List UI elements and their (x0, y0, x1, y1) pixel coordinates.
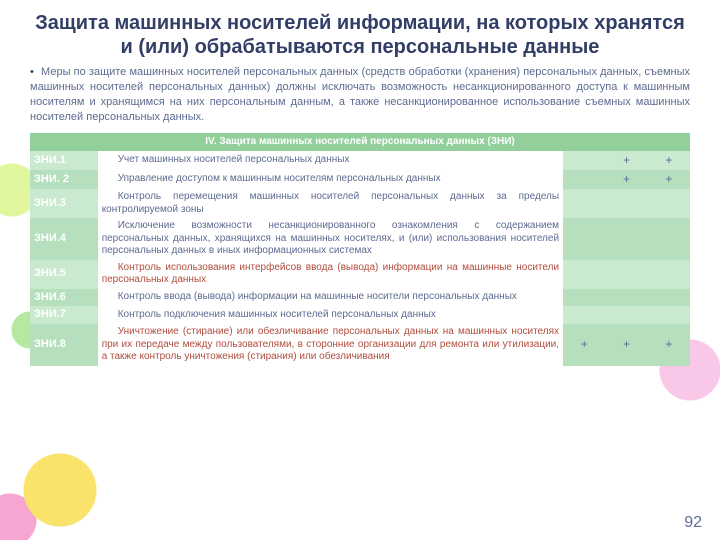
row-code: ЗНИ.1 (30, 151, 98, 170)
row-code: ЗНИ. 2 (30, 170, 98, 189)
row-code: ЗНИ.3 (30, 189, 98, 218)
row-mark (605, 260, 647, 289)
row-mark (605, 218, 647, 260)
row-mark (648, 218, 690, 260)
row-code: ЗНИ.6 (30, 289, 98, 307)
row-mark: + (605, 324, 647, 366)
row-mark: + (563, 324, 605, 366)
row-mark (605, 289, 647, 307)
section-header: IV. Защита машинных носителей персональн… (30, 133, 690, 152)
row-mark (563, 151, 605, 170)
row-mark (648, 289, 690, 307)
page-number: 92 (684, 514, 702, 532)
row-description: Контроль использования интерфейсов ввода… (98, 260, 563, 289)
row-mark (605, 189, 647, 218)
row-description: Исключение возможности несанкционированн… (98, 218, 563, 260)
row-mark (563, 170, 605, 189)
row-code: ЗНИ.8 (30, 324, 98, 366)
row-mark: + (605, 151, 647, 170)
row-mark (648, 260, 690, 289)
row-description: Контроль ввода (вывода) информации на ма… (98, 289, 563, 307)
row-mark (648, 189, 690, 218)
row-mark (563, 189, 605, 218)
intro-paragraph: • Меры по защите машинных носителей перс… (30, 65, 690, 124)
row-description: Учет машинных носителей персональных дан… (98, 151, 563, 170)
row-mark (563, 306, 605, 324)
row-code: ЗНИ.4 (30, 218, 98, 260)
row-mark: + (648, 151, 690, 170)
row-description: Контроль подключения машинных носителей … (98, 306, 563, 324)
row-description: Уничтожение (стирание) или обезличивание… (98, 324, 563, 366)
row-mark (648, 306, 690, 324)
page-title: Защита машинных носителей информации, на… (30, 12, 690, 59)
row-mark: + (605, 170, 647, 189)
bullet-icon: • (30, 66, 38, 78)
intro-text: Меры по защите машинных носителей персон… (30, 66, 690, 123)
row-mark: + (648, 324, 690, 366)
row-code: ЗНИ.5 (30, 260, 98, 289)
row-description: Контроль перемещения машинных носителей … (98, 189, 563, 218)
row-mark: + (648, 170, 690, 189)
row-mark (563, 218, 605, 260)
row-mark (563, 260, 605, 289)
row-code: ЗНИ.7 (30, 306, 98, 324)
measures-table: IV. Защита машинных носителей персональн… (30, 133, 690, 366)
row-mark (605, 306, 647, 324)
row-description: Управление доступом к машинным носителям… (98, 170, 563, 189)
row-mark (563, 289, 605, 307)
